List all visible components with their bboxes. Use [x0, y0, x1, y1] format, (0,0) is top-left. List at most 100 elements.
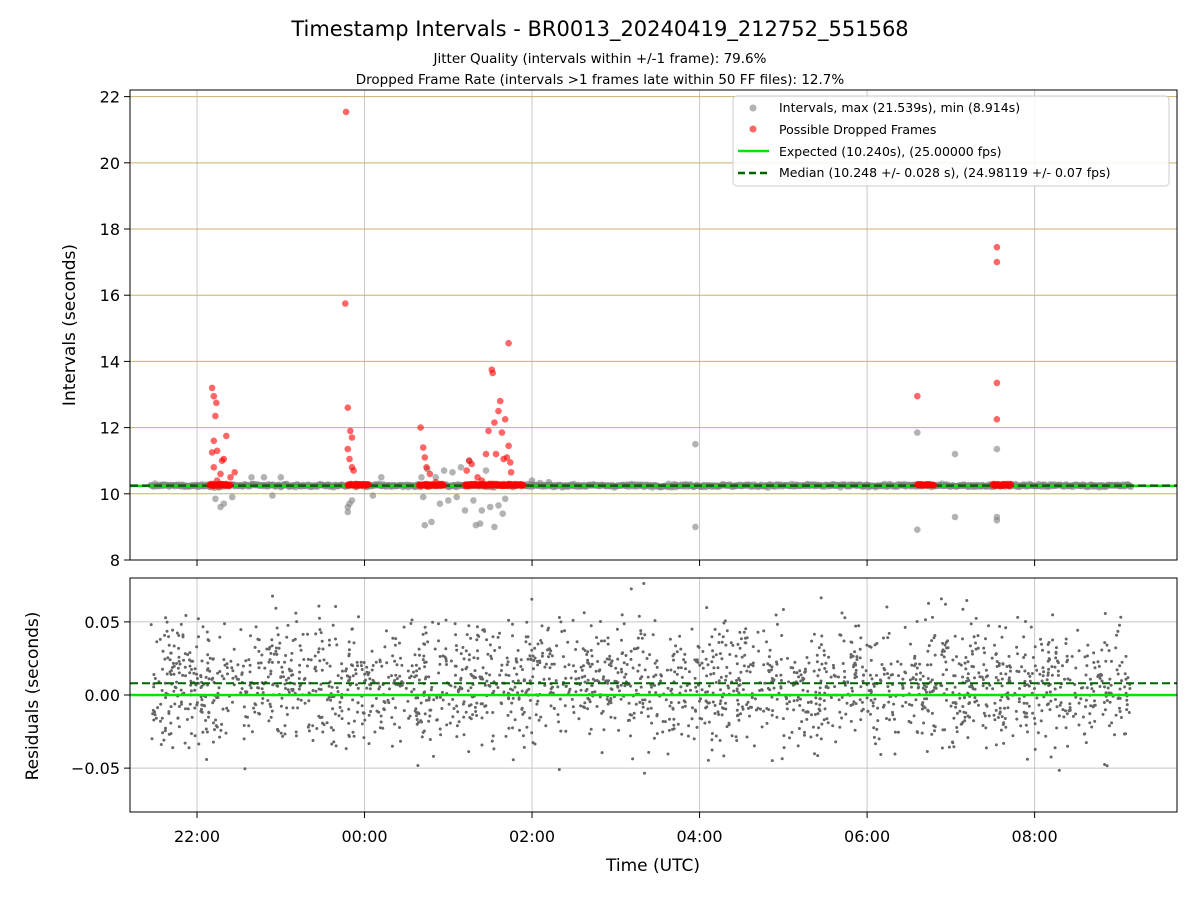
residual-point	[745, 636, 749, 640]
residual-point	[768, 663, 772, 667]
residual-point	[770, 695, 774, 699]
residual-point	[590, 654, 594, 658]
residual-point	[311, 689, 315, 692]
residual-point	[1117, 696, 1120, 700]
residual-point	[1125, 698, 1129, 702]
residual-point	[490, 739, 494, 743]
residual-point	[812, 632, 816, 636]
residual-point	[183, 741, 187, 745]
residual-point	[344, 669, 348, 673]
residual-point	[362, 736, 366, 740]
residual-point	[184, 614, 188, 617]
residual-point	[1066, 744, 1070, 748]
residual-point	[796, 744, 800, 748]
residual-point	[586, 650, 590, 654]
residual-point	[654, 691, 658, 695]
residual-point	[759, 707, 762, 711]
residual-point	[951, 658, 955, 662]
residual-point	[423, 690, 426, 694]
residual-point	[641, 702, 645, 705]
residual-point	[347, 648, 351, 652]
residual-point	[186, 707, 190, 711]
residual-point	[351, 730, 355, 734]
residual-point	[1096, 660, 1100, 664]
residual-point	[958, 709, 962, 713]
residual-point	[521, 712, 525, 716]
residual-point	[558, 697, 562, 701]
residual-point	[998, 624, 1002, 628]
residual-point	[1063, 677, 1066, 681]
residual-point	[599, 620, 602, 623]
residual-point	[1006, 691, 1010, 695]
residual-point	[244, 715, 248, 719]
residual-point	[740, 655, 744, 659]
residual-point	[476, 656, 480, 660]
residual-point	[1040, 642, 1043, 646]
residual-point	[1086, 654, 1089, 658]
residual-point	[538, 659, 542, 663]
residual-point	[356, 664, 359, 668]
residual-point	[981, 678, 985, 682]
residual-point	[641, 705, 645, 709]
residual-point	[816, 754, 820, 758]
residual-point	[167, 635, 170, 639]
residual-point	[747, 665, 750, 669]
residual-point	[728, 671, 732, 675]
residual-point	[277, 660, 280, 664]
residual-point	[719, 688, 722, 692]
residual-point	[1103, 685, 1106, 689]
residual-point	[174, 686, 178, 690]
residual-point	[319, 688, 323, 691]
residual-point	[383, 701, 387, 704]
residual-point	[414, 674, 418, 678]
residual-point	[387, 701, 391, 705]
residual-point	[620, 613, 624, 617]
residual-point	[511, 680, 515, 683]
residual-point	[475, 638, 479, 642]
residual-point	[887, 689, 891, 693]
residual-point	[154, 716, 158, 720]
residual-point	[377, 710, 381, 714]
residual-point	[915, 666, 919, 670]
dropped-frame-point	[501, 416, 509, 423]
residual-point	[629, 734, 632, 738]
residual-point	[586, 707, 590, 711]
residual-point	[799, 673, 803, 677]
x-tick-label: 22:00	[174, 827, 220, 846]
residual-point	[743, 641, 747, 645]
residual-point	[820, 662, 824, 666]
residual-point	[208, 669, 212, 673]
residual-point	[305, 664, 309, 668]
residual-point	[231, 700, 234, 704]
residual-point	[637, 663, 641, 667]
residual-point	[770, 677, 774, 680]
residual-point	[731, 643, 735, 647]
residual-point	[997, 664, 1001, 668]
residual-point	[338, 705, 342, 709]
residual-point	[534, 713, 538, 717]
residual-point	[873, 697, 877, 701]
residual-point	[999, 672, 1003, 676]
interval-point	[491, 523, 498, 531]
residual-point	[1033, 747, 1037, 751]
residual-point	[427, 698, 431, 702]
residual-point	[1053, 665, 1057, 669]
residual-point	[447, 702, 451, 706]
residual-point	[683, 660, 687, 664]
residual-point	[416, 711, 420, 715]
residual-point	[1015, 717, 1019, 721]
residual-point	[697, 645, 701, 649]
residual-point	[630, 713, 633, 717]
residual-point	[1047, 702, 1050, 706]
residual-point	[817, 726, 820, 730]
residual-point	[1115, 668, 1119, 672]
residual-point	[525, 725, 529, 729]
residual-point	[340, 717, 344, 721]
residual-point	[427, 675, 431, 679]
residual-point	[678, 634, 682, 638]
residual-point	[944, 660, 948, 664]
residual-point	[393, 659, 397, 663]
residual-point	[613, 679, 617, 683]
residual-point	[270, 660, 274, 664]
residual-point	[188, 658, 191, 662]
